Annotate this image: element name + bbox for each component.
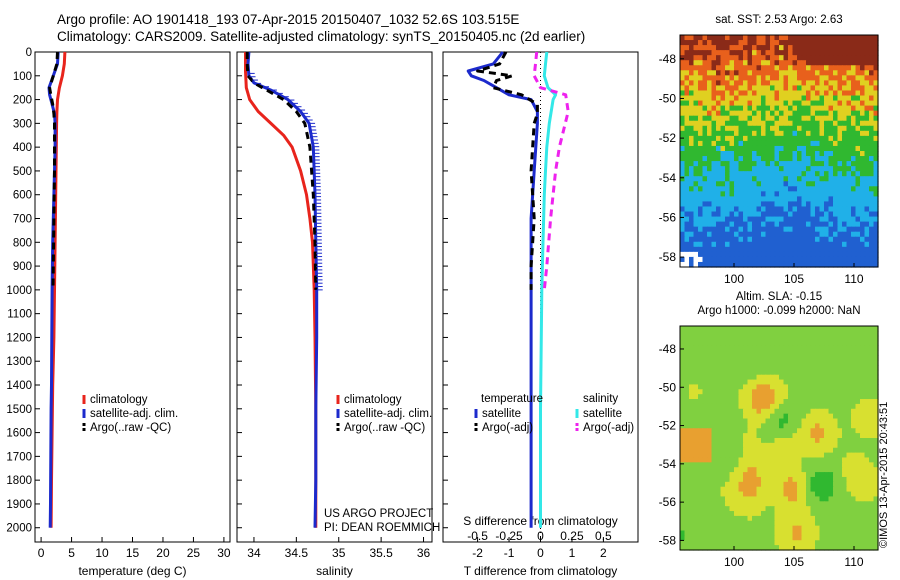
tdiff-axis-label: T difference from climatology — [464, 564, 618, 578]
figure-title-line2: Climatology: CARS2009. Satellite-adjuste… — [57, 29, 586, 44]
salinity-series-0 — [244, 52, 318, 528]
depth-tick-label: 500 — [13, 166, 32, 178]
depth-tick-label: 600 — [13, 190, 32, 202]
difference-xtick-label: -2 — [472, 546, 483, 560]
difference-series-3 — [532, 51, 570, 291]
salinity-series-1 — [246, 51, 319, 528]
temperature-xtick-label: 30 — [217, 546, 231, 560]
salinity-axis-label: salinity — [316, 564, 353, 578]
depth-tick-label: 1700 — [6, 451, 32, 463]
sla-map-ytick-label: -48 — [659, 342, 677, 356]
sla-map-frame — [679, 325, 879, 551]
salinity-legend-label-0: climatology — [344, 394, 402, 406]
sst-map-ytick-label: -48 — [659, 52, 677, 66]
sla-map-title-line2: Argo h1000: -0.099 h2000: NaN — [697, 305, 861, 317]
depth-tick-label: 1400 — [6, 380, 32, 392]
temperature-legend-label-1: satellite-adj. clim. — [90, 408, 178, 420]
difference-xtick-label: 2 — [600, 546, 607, 560]
depth-tick-label: 1300 — [6, 356, 32, 368]
depth-tick-label: 1200 — [6, 332, 32, 344]
difference-xtick-label: 1 — [569, 546, 576, 560]
diff-legend-temperature-label-0: satellite — [482, 408, 521, 420]
sst-map-xtick-label: 110 — [844, 272, 863, 286]
sla-map-ytick-label: -58 — [659, 533, 677, 547]
difference-series-2 — [539, 51, 558, 528]
depth-tick-label: 1500 — [6, 404, 32, 416]
sdiff-tick-label: 0 — [537, 529, 544, 543]
sst-map-ytick-label: -58 — [659, 250, 677, 264]
sla-map-cells — [680, 326, 879, 551]
temperature-xtick-label: 15 — [126, 546, 140, 560]
salinity-legend-label-1: satellite-adj. clim. — [344, 408, 432, 420]
salinity-xtick-label: 34.5 — [285, 546, 309, 560]
sla-map-ytick-label: -56 — [659, 495, 677, 509]
sst-map-frame — [679, 34, 879, 268]
sst-map-title: sat. SST: 2.53 Argo: 2.63 — [715, 14, 843, 26]
sla-map-xtick-label: 105 — [784, 555, 804, 569]
sst-map-xtick-label: 105 — [784, 272, 804, 286]
temperature-xtick-label: 0 — [38, 546, 45, 560]
depth-tick-label: 1600 — [6, 428, 32, 440]
diff-legend-salinity-label-1: Argo(-adj) — [583, 422, 634, 434]
depth-tick-label: 1800 — [6, 475, 32, 487]
depth-tick-label: 400 — [13, 142, 32, 154]
depth-tick-label: 900 — [13, 261, 32, 273]
diff-legend-temperature-label-1: Argo(-adj) — [482, 422, 533, 434]
depth-tick-label: 100 — [13, 71, 32, 83]
sla-map-xtick-label: 100 — [724, 555, 744, 569]
sst-map-cells — [680, 35, 879, 268]
temperature-xtick-label: 20 — [156, 546, 170, 560]
sla-map-ytick-label: -54 — [659, 457, 677, 471]
depth-tick-label: 1100 — [7, 309, 32, 321]
depth-tick-label: 800 — [13, 237, 32, 249]
diff-legend-salinity-title: salinity — [583, 393, 618, 405]
difference-series-1 — [476, 51, 539, 290]
temperature-legend-label-2: Argo(..raw -QC) — [90, 422, 171, 434]
temperature-xtick-label: 25 — [187, 546, 201, 560]
project-line1: US ARGO PROJECT — [324, 508, 433, 520]
depth-tick-label: 700 — [13, 214, 32, 226]
diff-legend-salinity-label-0: satellite — [583, 408, 622, 420]
diff-legend-temperature-title: temperature — [481, 393, 543, 405]
salinity-xtick-label: 36 — [417, 546, 431, 560]
sla-map-ytick-label: -52 — [659, 419, 677, 433]
sla-map-xtick-label: 110 — [844, 555, 863, 569]
project-line2: PI: DEAN ROEMMICH — [324, 522, 440, 534]
difference-xtick-label: -1 — [504, 546, 515, 560]
sdiff-tick-label: 0.5 — [595, 529, 612, 543]
depth-tick-label: 2000 — [6, 523, 32, 535]
sdiff-tick-label: -0.25 — [495, 529, 523, 543]
sdiff-tick-label: 0.25 — [560, 529, 584, 543]
salinity-xtick-label: 34 — [247, 546, 261, 560]
temperature-axis-label: temperature (deg C) — [78, 564, 186, 578]
depth-tick-label: 1000 — [6, 285, 32, 297]
salinity-legend-label-2: Argo(..raw -QC) — [344, 422, 425, 434]
salinity-xtick-label: 35.5 — [369, 546, 393, 560]
depth-tick-label: 200 — [13, 95, 32, 107]
temperature-xtick-label: 10 — [95, 546, 109, 560]
depth-tick-label: 300 — [13, 118, 32, 130]
sst-map-ytick-label: -52 — [659, 131, 677, 145]
temperature-plot-frame — [34, 51, 231, 543]
sla-map-ytick-label: -50 — [659, 380, 677, 394]
temperature-xtick-label: 5 — [68, 546, 75, 560]
sst-map-ytick-label: -50 — [659, 91, 677, 105]
sla-map-title-line1: Altim. SLA: -0.15 — [735, 291, 823, 303]
salinity-series-2 — [245, 52, 318, 290]
figure-title-line1: Argo profile: AO 1901418_193 07-Apr-2015… — [57, 12, 520, 27]
depth-tick-label: 1900 — [6, 499, 32, 511]
depth-tick-label: 0 — [26, 47, 32, 59]
sst-map-ytick-label: -56 — [659, 210, 677, 224]
difference-xtick-label: 0 — [537, 546, 544, 560]
salinity-xtick-label: 35 — [332, 546, 346, 560]
temperature-legend-label-0: climatology — [90, 394, 148, 406]
sst-map-ytick-label: -54 — [659, 171, 677, 185]
sdiff-tick-label: -0.5 — [467, 529, 488, 543]
sst-map-xtick-label: 100 — [724, 272, 744, 286]
difference-series-0 — [466, 51, 539, 528]
salinity-plot-frame — [236, 51, 433, 543]
